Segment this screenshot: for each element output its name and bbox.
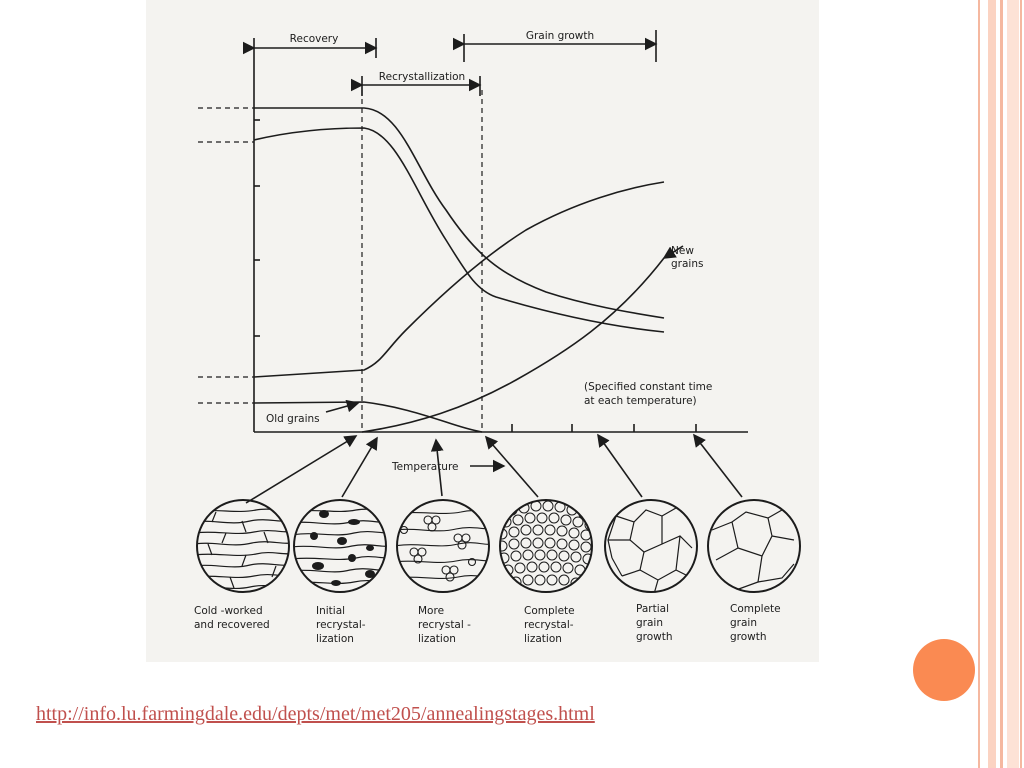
svg-text:grain: grain xyxy=(636,617,663,629)
svg-text:recrystal-: recrystal- xyxy=(316,619,366,631)
recovery-label: Recovery xyxy=(290,33,339,45)
micrograph-complete-grain-growth xyxy=(707,499,801,593)
new-grains-curve xyxy=(361,257,665,433)
micrograph-more-recrystallization xyxy=(396,499,490,593)
frame-line xyxy=(1007,0,1019,768)
decorative-circle xyxy=(913,639,975,701)
new-grains-label: grains xyxy=(671,258,703,270)
old-grains-curve xyxy=(253,401,483,433)
temperature-axis-label: Temperature xyxy=(391,461,459,473)
frame-line xyxy=(978,0,980,768)
svg-text:recrystal-: recrystal- xyxy=(524,619,574,631)
stage-label: Cold -worked and recovered xyxy=(194,605,270,631)
stage-label: Initial recrystal- lization xyxy=(316,605,366,645)
micrograph-cold-worked xyxy=(196,499,290,593)
note-label: (Specified constant time xyxy=(584,381,712,393)
property-curve-upper xyxy=(254,107,665,319)
frame-line xyxy=(1020,0,1022,768)
svg-text:recrystal -: recrystal - xyxy=(418,619,471,631)
note-label: at each temperature) xyxy=(584,395,697,407)
annealing-diagram: Recovery Recrystallization Grain growth … xyxy=(146,0,819,662)
stage-label: Complete recrystal- lization xyxy=(524,605,575,645)
svg-text:growth: growth xyxy=(730,631,767,643)
stage-label: More recrystal - lization xyxy=(418,605,471,645)
stage-label: Partial grain growth xyxy=(636,603,673,643)
old-grains-label: Old grains xyxy=(266,413,320,425)
stage-label: Complete grain growth xyxy=(730,603,781,643)
svg-text:and recovered: and recovered xyxy=(194,619,270,631)
svg-text:Partial: Partial xyxy=(636,603,669,615)
frame-line xyxy=(1000,0,1003,768)
svg-text:lization: lization xyxy=(524,633,562,645)
frame-line xyxy=(988,0,996,768)
svg-text:Complete: Complete xyxy=(524,605,575,617)
recrystallization-label: Recrystallization xyxy=(379,71,465,83)
new-grains-label: New xyxy=(671,245,694,257)
micrograph-complete-recrystallization xyxy=(499,499,593,593)
svg-text:Complete: Complete xyxy=(730,603,781,615)
grain-size-curve xyxy=(253,181,665,378)
micrograph-partial-grain-growth xyxy=(604,499,698,593)
svg-text:lization: lization xyxy=(316,633,354,645)
svg-text:Initial: Initial xyxy=(316,605,345,617)
svg-text:Cold -worked: Cold -worked xyxy=(194,605,263,617)
grain-growth-label: Grain growth xyxy=(526,30,594,42)
svg-text:More: More xyxy=(418,605,444,617)
svg-text:lization: lization xyxy=(418,633,456,645)
svg-text:grain: grain xyxy=(730,617,757,629)
micrograph-initial-recrystallization xyxy=(293,499,387,593)
svg-text:growth: growth xyxy=(636,631,673,643)
property-curve-lower xyxy=(253,127,665,333)
source-link[interactable]: http://info.lu.farmingdale.edu/depts/met… xyxy=(36,703,595,725)
